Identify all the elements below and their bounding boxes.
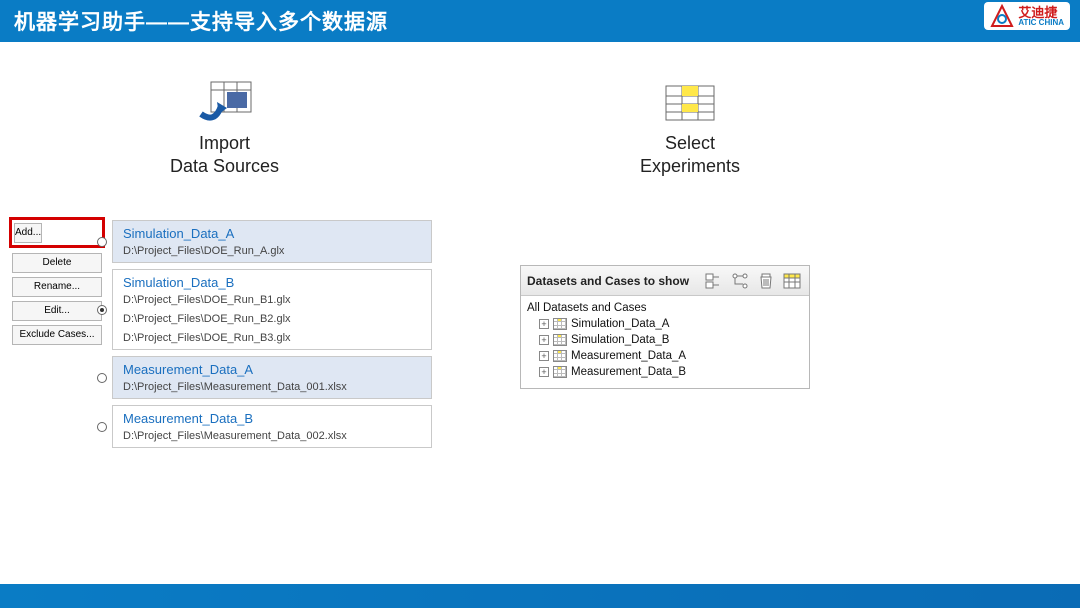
- datasource-radio[interactable]: [97, 305, 107, 315]
- page-header: 机器学习助手——支持导入多个数据源: [0, 0, 1080, 42]
- select-label: Select Experiments: [640, 132, 740, 177]
- datasource-path: D:\Project_Files\DOE_Run_B2.glx: [117, 311, 431, 330]
- datasource-radio[interactable]: [97, 422, 107, 432]
- tree-item[interactable]: + Simulation_Data_A: [527, 316, 803, 332]
- datasets-toolbar: [703, 270, 803, 292]
- tree-item[interactable]: + Measurement_Data_B: [527, 364, 803, 380]
- tree-item-label: Measurement_Data_A: [571, 350, 686, 362]
- trash-icon[interactable]: [755, 270, 777, 292]
- datasets-tree: All Datasets and Cases + Simulation_Data_…: [521, 296, 809, 388]
- expand-icon[interactable]: +: [539, 351, 549, 361]
- tree-item-label: Simulation_Data_A: [571, 318, 669, 330]
- add-highlight: Add...: [9, 217, 105, 248]
- select-icon: [662, 80, 718, 124]
- import-caption: Import Data Sources: [170, 80, 279, 177]
- table-icon[interactable]: [781, 270, 803, 292]
- import-label: Import Data Sources: [170, 132, 279, 177]
- expand-icon[interactable]: +: [539, 335, 549, 345]
- datasource-item[interactable]: Simulation_Data_AD:\Project_Files\DOE_Ru…: [112, 220, 432, 263]
- datasource-title: Measurement_Data_A: [117, 357, 431, 379]
- datasource-item[interactable]: Simulation_Data_BD:\Project_Files\DOE_Ru…: [112, 269, 432, 350]
- datasource-title: Measurement_Data_B: [117, 406, 431, 428]
- import-panel: Add... Delete Rename... Edit... Exclude …: [12, 220, 432, 454]
- import-icon: [197, 80, 253, 124]
- page-footer: [0, 584, 1080, 608]
- rename-button[interactable]: Rename...: [12, 277, 102, 297]
- tree-item-label: Measurement_Data_B: [571, 366, 686, 378]
- page-title: 机器学习助手——支持导入多个数据源: [14, 6, 388, 36]
- edit-button[interactable]: Edit...: [12, 301, 102, 321]
- brand-logo: 艾迪捷 ATIC CHINA: [984, 2, 1070, 30]
- datasource-path: D:\Project_Files\DOE_Run_B1.glx: [117, 292, 431, 311]
- tree-icon[interactable]: [729, 270, 751, 292]
- datasource-title: Simulation_Data_B: [117, 270, 431, 292]
- table-mini-icon: [553, 318, 567, 330]
- expand-icon[interactable]: +: [539, 367, 549, 377]
- button-column: Add... Delete Rename... Edit... Exclude …: [12, 220, 102, 454]
- datasource-title: Simulation_Data_A: [117, 221, 431, 243]
- datasource-path: D:\Project_Files\DOE_Run_A.glx: [117, 243, 431, 262]
- datasource-radio[interactable]: [97, 373, 107, 383]
- datasource-list: Simulation_Data_AD:\Project_Files\DOE_Ru…: [112, 220, 432, 454]
- delete-button[interactable]: Delete: [12, 253, 102, 273]
- select-caption: Select Experiments: [640, 80, 740, 177]
- table-mini-icon: [553, 350, 567, 362]
- datasets-panel: Datasets and Cases to show All Datasets …: [520, 265, 810, 389]
- expand-icon[interactable]: +: [539, 319, 549, 329]
- add-button[interactable]: Add...: [14, 223, 42, 243]
- brand-text: 艾迪捷 ATIC CHINA: [1018, 6, 1064, 27]
- datasource-radio[interactable]: [97, 237, 107, 247]
- table-mini-icon: [553, 334, 567, 346]
- datasource-path: D:\Project_Files\DOE_Run_B3.glx: [117, 330, 431, 349]
- table-mini-icon: [553, 366, 567, 378]
- tree-item[interactable]: + Measurement_Data_A: [527, 348, 803, 364]
- brand-en: ATIC CHINA: [1018, 19, 1064, 27]
- datasource-path: D:\Project_Files\Measurement_Data_001.xl…: [117, 379, 431, 398]
- tree-root[interactable]: All Datasets and Cases: [527, 300, 803, 316]
- datasource-path: D:\Project_Files\Measurement_Data_002.xl…: [117, 428, 431, 447]
- exclude-cases-button[interactable]: Exclude Cases...: [12, 325, 102, 345]
- tree-item[interactable]: + Simulation_Data_B: [527, 332, 803, 348]
- datasource-item[interactable]: Measurement_Data_AD:\Project_Files\Measu…: [112, 356, 432, 399]
- brand-logo-mark: [990, 4, 1014, 28]
- filter-icon[interactable]: [703, 270, 725, 292]
- datasource-item[interactable]: Measurement_Data_BD:\Project_Files\Measu…: [112, 405, 432, 448]
- datasets-panel-header: Datasets and Cases to show: [521, 266, 809, 296]
- datasets-panel-title: Datasets and Cases to show: [527, 274, 689, 288]
- brand-cn: 艾迪捷: [1018, 6, 1064, 19]
- tree-item-label: Simulation_Data_B: [571, 334, 669, 346]
